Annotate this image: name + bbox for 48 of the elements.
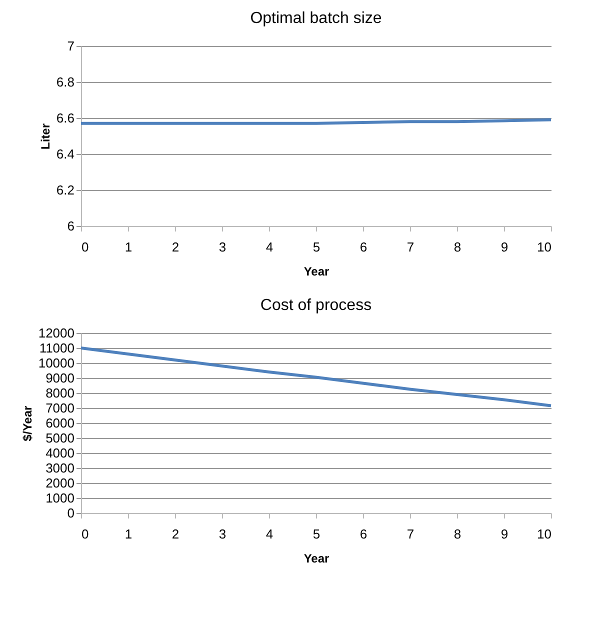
y-tick-label: 6.6: [56, 110, 74, 126]
x-tick-label: 5: [312, 526, 320, 542]
x-tick-label: 1: [124, 526, 132, 542]
x-tick-label: 5: [312, 240, 320, 254]
y-tick-label: 0: [67, 506, 74, 520]
y-tick-label: 6.8: [56, 74, 74, 90]
y-tick-label: 12000: [38, 326, 74, 340]
y-tick-label: 6: [67, 218, 74, 234]
x-tick-label: 2: [172, 240, 180, 254]
x-tick-label: 0: [82, 526, 89, 542]
y-tick-label: 5000: [46, 430, 74, 446]
y-tick-label: 4000: [46, 446, 74, 460]
y-tick-label: 8000: [46, 386, 74, 400]
x-tick-label: 6: [360, 526, 368, 542]
x-axis-title: Year: [304, 552, 330, 566]
y-tick-label: 10000: [38, 356, 74, 370]
x-tick-label: 9: [500, 526, 508, 542]
y-axis-title: Liter: [38, 123, 52, 150]
y-tick-label: 3000: [46, 460, 74, 476]
y-tick-label: 1000: [46, 490, 74, 506]
y-tick-label: 9000: [46, 370, 74, 386]
y-tick-label: 6.2: [56, 182, 74, 198]
line-series: [80, 346, 552, 408]
y-axis-title: $/Year: [20, 405, 34, 442]
y-tick-label: 6.4: [56, 146, 74, 162]
x-tick-label: 1: [124, 240, 132, 254]
y-tick-label: 11000: [39, 340, 74, 356]
y-tick-label: 7: [67, 38, 74, 54]
y-tick-label: 2000: [46, 476, 74, 490]
y-tick-label: 6000: [46, 416, 74, 430]
x-tick-label: 7: [406, 240, 414, 254]
x-tick-label: 8: [454, 526, 462, 542]
x-tick-label: 2: [172, 526, 180, 542]
x-tick-label: 6: [360, 240, 368, 254]
chart-title: Optimal batch size: [250, 10, 382, 27]
x-tick-label: 10: [537, 240, 552, 254]
y-tick-label: 7000: [46, 400, 74, 416]
chart-title: Cost of process: [260, 297, 372, 314]
x-tick-label: 4: [266, 526, 274, 542]
x-tick-label: 3: [218, 526, 226, 542]
x-tick-label: 4: [266, 240, 274, 254]
x-tick-label: 8: [454, 240, 462, 254]
x-tick-label: 10: [537, 526, 552, 542]
x-tick-label: 3: [218, 240, 226, 254]
x-axis-title: Year: [304, 264, 330, 278]
x-tick-label: 7: [406, 526, 414, 542]
x-tick-label: 0: [82, 240, 89, 254]
x-tick-label: 9: [500, 240, 508, 254]
